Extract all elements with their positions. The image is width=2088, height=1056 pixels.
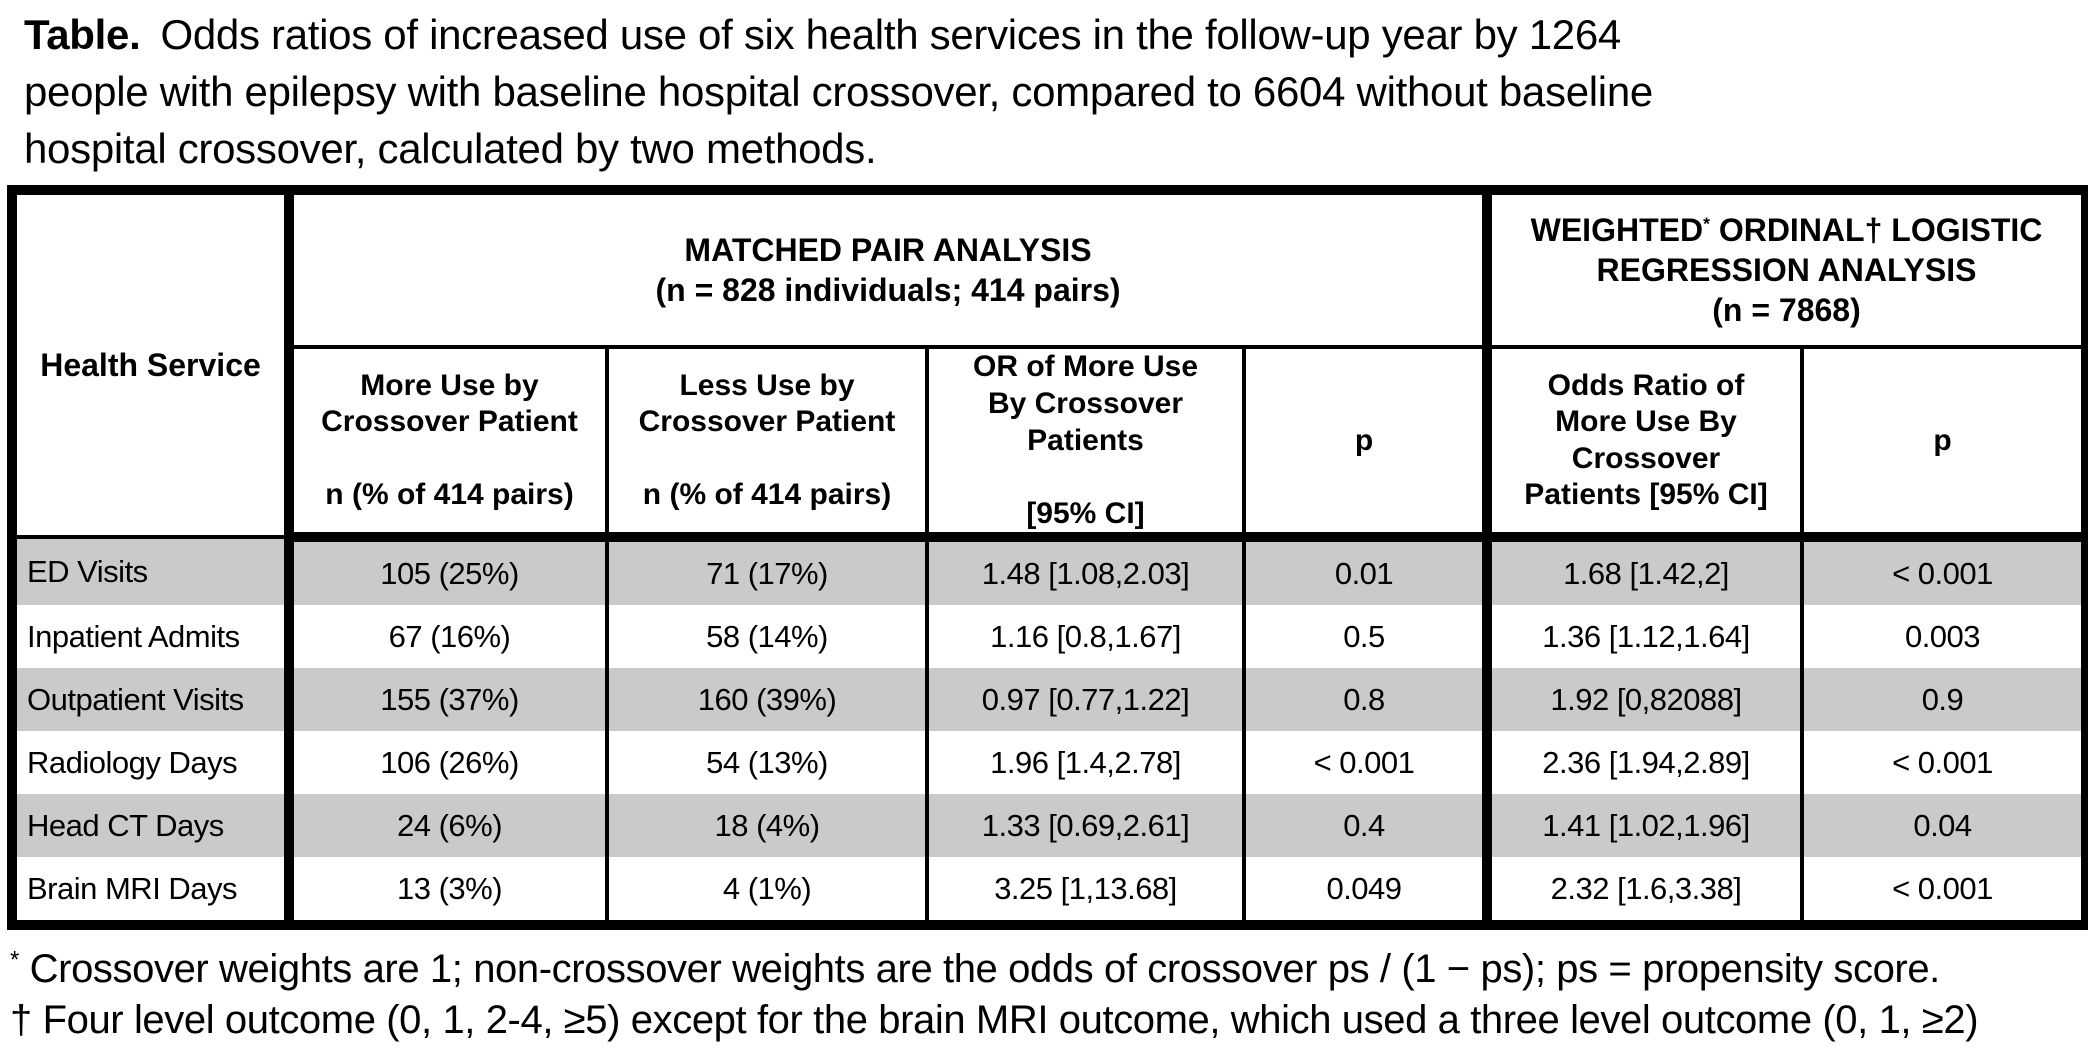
- cell-or-weighted: 1.92 [0,82088]: [1482, 668, 1802, 732]
- col-header-more-use: More Use by Crossover Patient n (% of 41…: [284, 347, 607, 543]
- group-header-row: Health Service MATCHED PAIR ANALYSIS (n …: [12, 190, 2086, 540]
- table-caption: Table. Odds ratios of increased use of si…: [0, 0, 2088, 177]
- cell-service: ED Visits: [27, 554, 148, 590]
- cell-p-weighted: 0.003: [1800, 605, 2086, 669]
- cell-or-matched: 0.97 [0.77,1.22]: [925, 668, 1244, 732]
- table-row-ed-visits: ED Visits 105 (25%) 71 (17%) 1.48 [1.08,…: [12, 537, 2086, 606]
- footnote-dagger-marker: †: [10, 998, 32, 1043]
- cell-or-weighted: 2.36 [1.94,2.89]: [1482, 731, 1802, 795]
- footnote-outcome: † Four level outcome (0, 1, 2-4, ≥5) exc…: [10, 995, 2088, 1046]
- cell-less-use: 18 (4%): [605, 794, 927, 858]
- cell-or-weighted: 1.36 [1.12,1.64]: [1482, 605, 1802, 669]
- cell-less-use: 58 (14%): [605, 605, 927, 669]
- table-row-inpatient-admits: Inpatient Admits 67 (16%) 58 (14%) 1.16 …: [12, 605, 2086, 669]
- cell-or-matched: 1.16 [0.8,1.67]: [925, 605, 1244, 669]
- col-header-or-matched: OR of More Use By Crossover Patients [95…: [925, 347, 1244, 543]
- cell-p-matched: 0.4: [1242, 794, 1487, 858]
- cell-less-use: 71 (17%): [605, 537, 927, 606]
- cell-p-matched: 0.049: [1242, 857, 1487, 926]
- footnote-asterisk-marker: *: [10, 946, 19, 974]
- cell-service: Outpatient Visits: [27, 681, 244, 717]
- cell-more-use: 13 (3%): [284, 857, 607, 926]
- cell-more-use: 67 (16%): [284, 605, 607, 669]
- col-header-p-weighted: p: [1800, 347, 2086, 543]
- cell-p-matched: 0.8: [1242, 668, 1487, 732]
- group-header-weighted: WEIGHTED* ORDINAL† LOGISTIC REGRESSION A…: [1482, 190, 2086, 350]
- col-header-or-weighted: Odds Ratio of More Use By Crossover Pati…: [1482, 347, 1802, 543]
- cell-service: Radiology Days: [27, 744, 238, 780]
- table-row-outpatient-visits: Outpatient Visits 155 (37%) 160 (39%) 0.…: [12, 668, 2086, 732]
- cell-p-weighted: < 0.001: [1800, 857, 2086, 926]
- cell-less-use: 4 (1%): [605, 857, 927, 926]
- table-row-brain-mri-days: Brain MRI Days 13 (3%) 4 (1%) 3.25 [1,13…: [12, 857, 2086, 926]
- cell-service: Inpatient Admits: [27, 618, 240, 654]
- table-row-head-ct-days: Head CT Days 24 (6%) 18 (4%) 1.33 [0.69,…: [12, 794, 2086, 858]
- cell-or-weighted: 2.32 [1.6,3.38]: [1482, 857, 1802, 926]
- cell-service: Brain MRI Days: [27, 870, 238, 906]
- footnote-weights-text: Crossover weights are 1; non-crossover w…: [29, 947, 1941, 992]
- cell-more-use: 155 (37%): [284, 668, 607, 732]
- weighted-header-part1: WEIGHTED: [1530, 212, 1704, 249]
- cell-or-weighted: 1.68 [1.42,2]: [1482, 537, 1802, 606]
- cell-p-weighted: 0.04: [1800, 794, 2086, 858]
- cell-or-matched: 1.96 [1.4,2.78]: [925, 731, 1244, 795]
- cell-or-matched: 1.48 [1.08,2.03]: [925, 537, 1244, 606]
- cell-more-use: 106 (26%): [284, 731, 607, 795]
- cell-more-use: 105 (25%): [284, 537, 607, 606]
- group-header-matched-pair: MATCHED PAIR ANALYSIS (n = 828 individua…: [284, 190, 1487, 350]
- weighted-header-asterisk: *: [1703, 213, 1710, 234]
- footnotes: * Crossover weights are 1; non-crossover…: [10, 944, 2088, 1046]
- cell-service: Head CT Days: [27, 807, 224, 843]
- cell-more-use: 24 (6%): [284, 794, 607, 858]
- cell-p-matched: 0.01: [1242, 537, 1487, 606]
- footnote-outcome-text: Four level outcome (0, 1, 2-4, ≥5) excep…: [42, 998, 1979, 1043]
- caption-label: Table.: [24, 11, 141, 58]
- cell-or-matched: 1.33 [0.69,2.61]: [925, 794, 1244, 858]
- cell-or-weighted: 1.41 [1.02,1.96]: [1482, 794, 1802, 858]
- col-header-less-use: Less Use by Crossover Patient n (% of 41…: [605, 347, 927, 543]
- cell-less-use: 160 (39%): [605, 668, 927, 732]
- cell-less-use: 54 (13%): [605, 731, 927, 795]
- cell-p-matched: 0.5: [1242, 605, 1487, 669]
- cell-p-weighted: < 0.001: [1800, 731, 2086, 795]
- col-header-p-matched: p: [1242, 347, 1487, 543]
- footnote-weights: * Crossover weights are 1; non-crossover…: [10, 944, 2088, 995]
- caption-text: Odds ratios of increased use of six heal…: [24, 11, 1653, 173]
- cell-p-weighted: < 0.001: [1800, 537, 2086, 606]
- sub-header-row: More Use by Crossover Patient n (% of 41…: [12, 347, 2086, 543]
- cell-p-matched: < 0.001: [1242, 731, 1487, 795]
- cell-p-weighted: 0.9: [1800, 668, 2086, 732]
- results-table: Health Service MATCHED PAIR ANALYSIS (n …: [7, 185, 2088, 931]
- cell-or-matched: 3.25 [1,13.68]: [925, 857, 1244, 926]
- col-header-health-service: Health Service: [12, 190, 289, 540]
- table-row-radiology-days: Radiology Days 106 (26%) 54 (13%) 1.96 […: [12, 731, 2086, 795]
- weighted-header-part2: ORDINAL† LOGISTIC REGRESSION ANALYSIS (n…: [1596, 212, 2043, 329]
